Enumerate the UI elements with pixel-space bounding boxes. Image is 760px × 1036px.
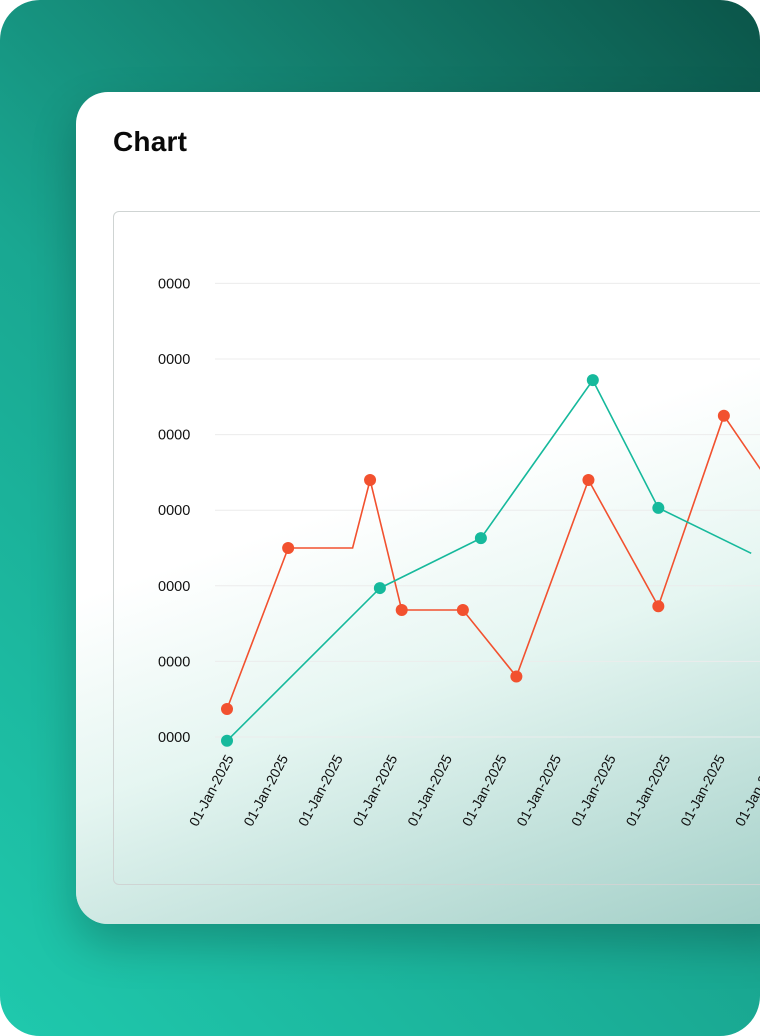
plot-area-frame	[113, 211, 760, 885]
card-title: Chart	[113, 126, 188, 157]
chart-card: Chart	[76, 92, 760, 924]
